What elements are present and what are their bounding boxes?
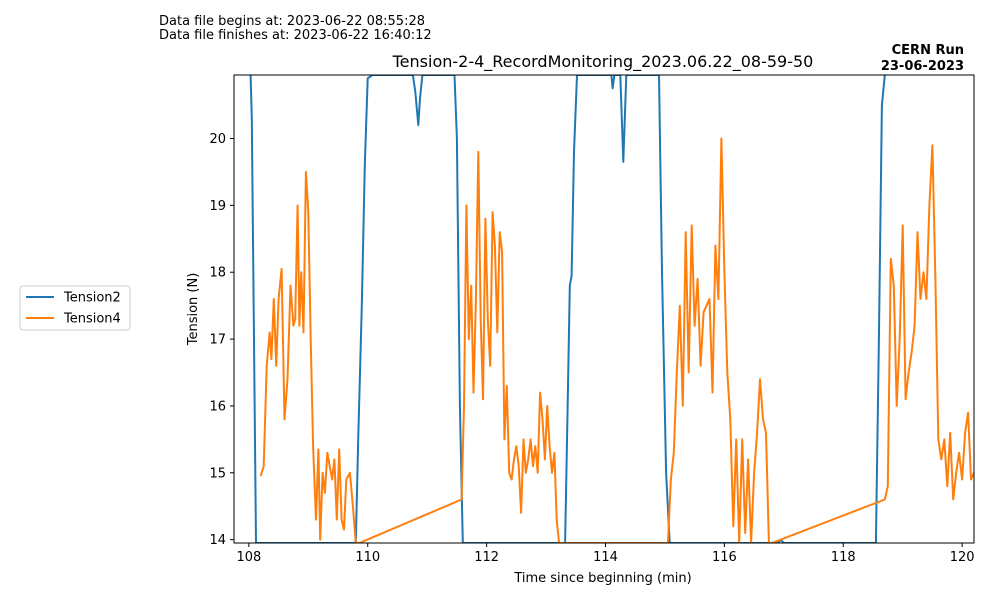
y-tick-label: 16 [209,399,226,414]
chart-title: Tension-2-4_RecordMonitoring_2023.06.22_… [392,52,814,72]
y-tick-label: 17 [209,333,226,348]
legend-label-tension2: Tension2 [63,291,121,306]
x-tick-label: 120 [950,550,975,565]
data-finish-text: Data file finishes at: 2023-06-22 16:40:… [159,28,432,43]
y-tick-label: 20 [209,132,226,147]
series-layer [249,75,974,543]
x-tick-label: 114 [593,550,618,565]
legend-label-tension4: Tension4 [63,312,121,327]
plot-frame [233,74,975,544]
x-axis-label: Time since beginning (min) [513,571,691,586]
x-tick-label: 116 [712,550,737,565]
x-tick-label: 118 [831,550,856,565]
y-axis-label: Tension (N) [186,273,201,347]
run-label: CERN Run [892,43,964,58]
series-line-tension4 [259,137,974,543]
legend: Tension2 Tension4 [19,285,131,331]
ticks-layer: 108 110 112 114 116 118 120 14 15 16 17 18 19 20 [209,132,974,565]
x-tick-label: 108 [236,550,261,565]
run-date: 23-06-2023 [881,59,964,74]
y-tick-label: 18 [209,266,226,281]
y-tick-label: 19 [209,199,226,214]
series-line-tension2 [249,75,886,543]
y-tick-label: 14 [209,533,226,548]
y-tick-label: 15 [209,466,226,481]
data-begin-text: Data file begins at: 2023-06-22 08:55:28 [159,14,425,29]
x-tick-label: 112 [474,550,499,565]
x-tick-label: 110 [355,550,380,565]
